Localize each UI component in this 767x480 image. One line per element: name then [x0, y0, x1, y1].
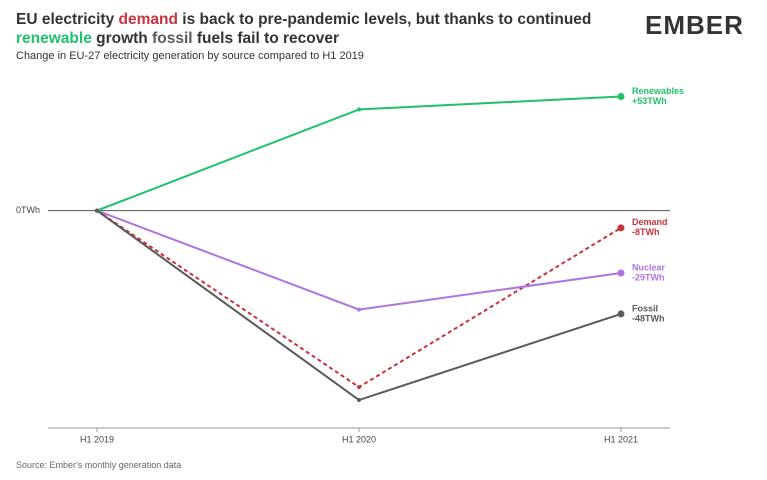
series-line: [96, 209, 622, 389]
source-note: Source: Ember's monthly generation data: [16, 460, 182, 470]
data-point: [617, 93, 625, 101]
x-tick-label: H1 2021: [604, 434, 638, 444]
data-point: [357, 307, 361, 312]
x-tick-label: H1 2020: [342, 434, 376, 444]
data-point: [357, 107, 361, 112]
data-point: [617, 224, 625, 232]
value-label: -8TWh: [632, 227, 660, 237]
value-label: -29TWh: [632, 272, 665, 282]
data-point: [617, 310, 625, 318]
data-point: [617, 269, 625, 277]
series-line: [96, 209, 622, 311]
value-label: -48TWh: [632, 313, 665, 323]
chart-subtitle: Change in EU-27 electricity generation b…: [16, 50, 364, 62]
series-line: [96, 209, 622, 402]
logo: EMBER: [645, 10, 744, 40]
title-part: EU electricity: [16, 11, 119, 28]
x-tick-label: H1 2019: [80, 434, 114, 444]
series-name-label: Nuclear: [632, 262, 666, 272]
y-tick-label: 0TWh: [16, 205, 40, 215]
value-label: +53TWh: [632, 96, 667, 106]
series-name-label: Fossil: [632, 303, 658, 313]
title-part: is back to pre-pandemic levels, but than…: [177, 11, 596, 28]
data-point: [357, 385, 361, 390]
chart-title: EU electricity demand is back to pre-pan…: [16, 10, 641, 48]
series-line: [96, 95, 622, 212]
title-part: renewable: [16, 30, 92, 47]
title-part: fuels fail to recover: [192, 30, 340, 47]
data-point: [357, 398, 361, 403]
series-name-label: Demand: [632, 217, 668, 227]
data-point: [95, 208, 99, 213]
title-part: growth: [91, 30, 153, 47]
series-name-label: Renewables: [632, 86, 684, 96]
title-part: fossil: [152, 30, 193, 47]
title-part: demand: [118, 11, 178, 28]
